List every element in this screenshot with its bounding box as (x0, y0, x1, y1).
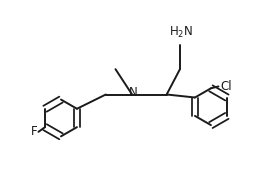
Text: F: F (31, 125, 37, 138)
Text: Cl: Cl (221, 80, 232, 93)
Text: N: N (128, 87, 137, 99)
Text: H$_2$N: H$_2$N (169, 25, 193, 40)
